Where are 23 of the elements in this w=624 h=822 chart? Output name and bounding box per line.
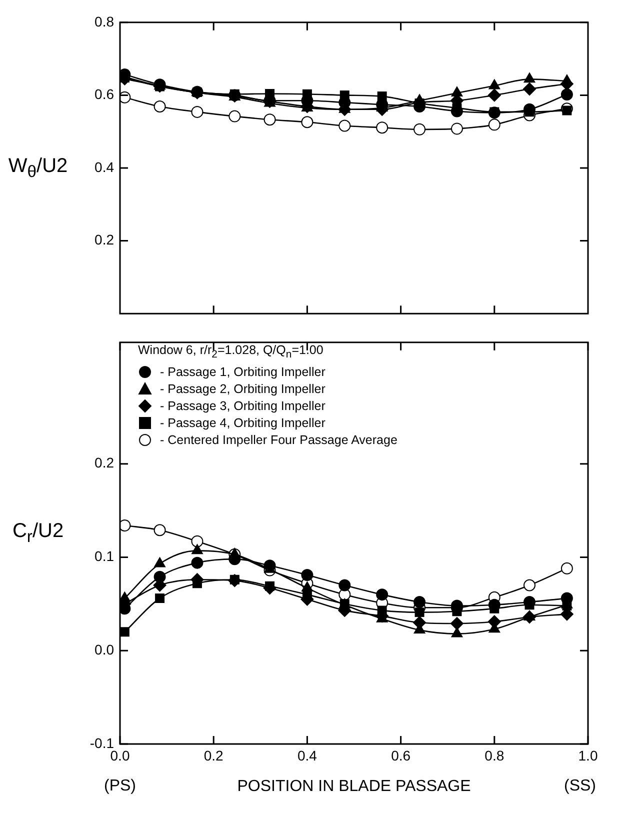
x-tick-label: 0.4 bbox=[297, 747, 318, 764]
y-tick-label: 0.8 bbox=[94, 13, 114, 30]
y-tick-label: 0.6 bbox=[94, 86, 114, 102]
y-axis-title: W$_{θ}$/U2 bbox=[8, 154, 68, 182]
y-axis-title: C$_{r}$/U2 bbox=[12, 520, 64, 546]
legend-label: - Centered Impeller Four Passage Average bbox=[160, 432, 398, 448]
text: (PS) bbox=[104, 777, 136, 794]
y-tick-label: 0.4 bbox=[94, 158, 114, 175]
y-tick-label: 0.2 bbox=[94, 232, 114, 248]
y-tick-label: 0.0 bbox=[94, 641, 114, 658]
legend-label: - Passage 3, Orbiting Impeller bbox=[160, 398, 326, 414]
legend-label: - Passage 4, Orbiting Impeller bbox=[160, 414, 326, 432]
y-tick-label: 0.1 bbox=[94, 548, 114, 564]
x-tick-label: 1.0 bbox=[578, 747, 598, 764]
legend-label: - Passage 1, Orbiting Impeller bbox=[160, 364, 326, 380]
x-axis-title: POSITION IN BLADE PASSAGE bbox=[237, 778, 471, 795]
text: (SS) bbox=[564, 777, 596, 794]
legend-label: - Passage 2, Orbiting Impeller bbox=[160, 380, 326, 398]
y-tick-label: 0.2 bbox=[94, 454, 114, 471]
x-tick-label: 0.6 bbox=[391, 747, 411, 764]
x-tick-label: 0.8 bbox=[484, 747, 504, 764]
legend-title: Window 6, r/r$_{2}$=1.028, Q/Q$_{n}$=1.00 bbox=[138, 342, 324, 362]
x-tick-label: 0.2 bbox=[204, 747, 224, 764]
